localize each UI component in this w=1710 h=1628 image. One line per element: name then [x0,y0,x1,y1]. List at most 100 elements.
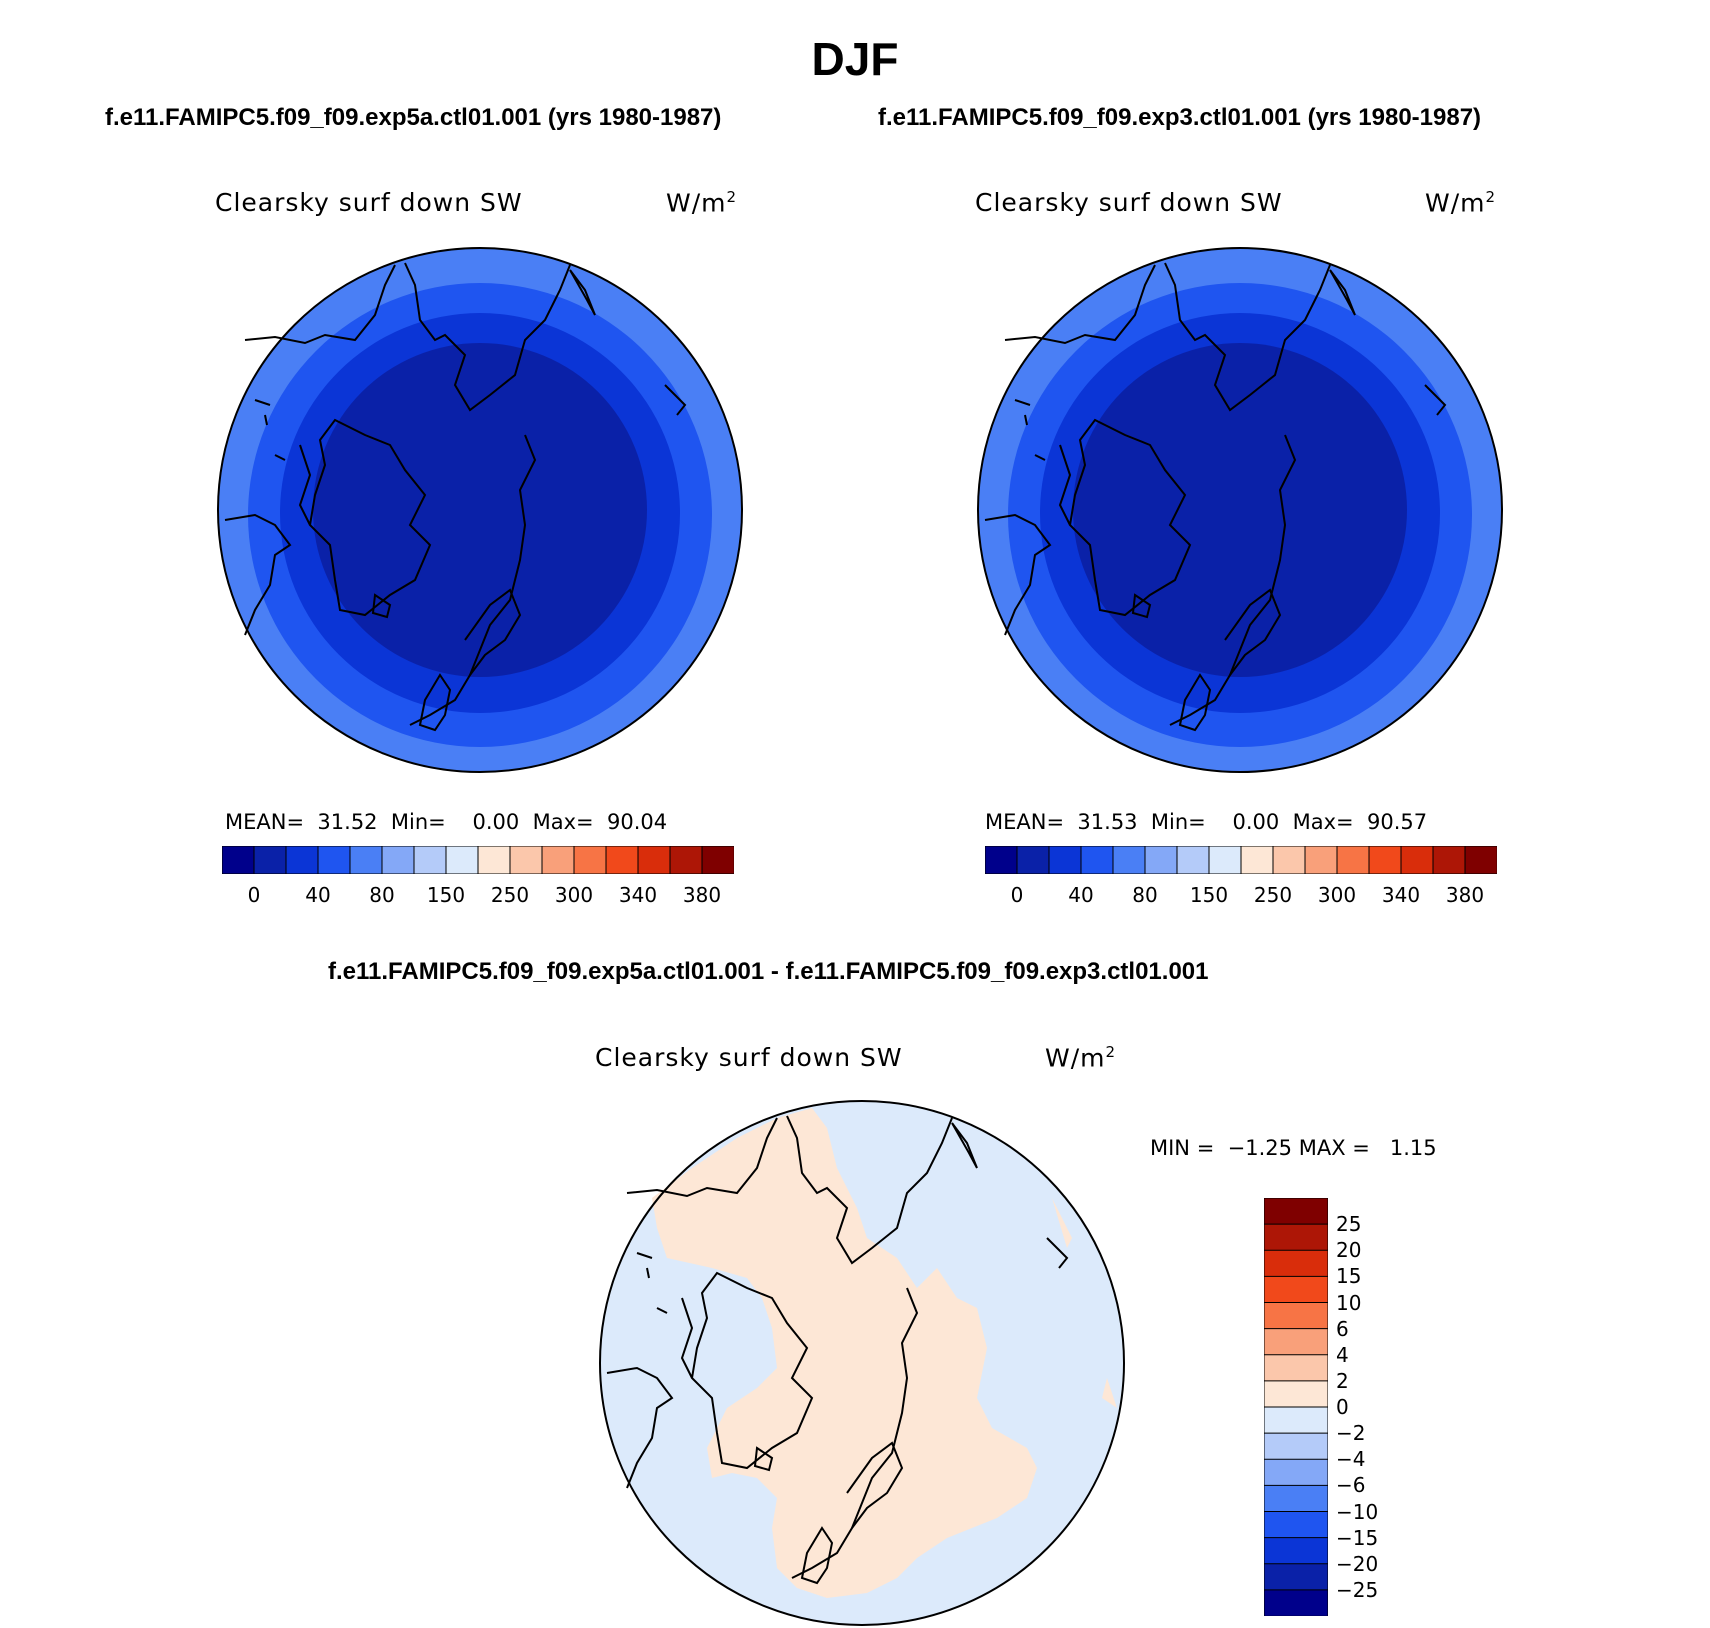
diff-colorbar-tick-label: 2 [1336,1368,1349,1393]
diff-units-text: W/m [1045,1043,1106,1073]
diff-colorbar-tick-label: 4 [1336,1342,1349,1367]
diff-colorbar-swatch [1264,1406,1328,1434]
diff-colorbar-swatch [1264,1249,1328,1278]
panel-2-colorbar-swatch [1272,846,1306,874]
panel-2-max-value: 90.57 [1366,810,1428,834]
diff-coastlines [606,1115,1069,1585]
panel-1-max-label: Max= [532,810,594,834]
panel-2-colorbar-tick-label: 380 [1445,883,1485,907]
case-a-subtitle: f.e11.FAMIPC5.f09_f09.exp5a.ctl01.001 (y… [105,104,722,131]
panel-2-colorbar-swatch [1080,846,1114,874]
panel-1-colorbar-tick-label: 340 [618,883,658,907]
panel-1-min-label: Min= [390,810,446,834]
panel-2-colorbar-swatch [1048,846,1082,874]
panel-1-colorbar-tick-label: 150 [426,883,466,907]
panel-1-colorbar-tick-label: 80 [369,883,395,907]
panel-1-colorbar-tick-label: 40 [305,883,331,907]
diff-colorbar-tick-label: 0 [1336,1395,1349,1419]
diff-colorbar-tick-label: 20 [1336,1238,1362,1263]
panel-2-colorbar-swatch [1304,846,1338,874]
diff-colorbar-tick-label: −25 [1336,1577,1379,1602]
panel-2-coastlines [984,262,1447,732]
panel-1-colorbar-swatch [381,846,415,874]
diff-colorbar-swatch [1264,1223,1328,1252]
panel-2-colorbar-swatch [1144,846,1178,874]
panel-1-colorbar-swatch [669,846,703,874]
panel-1-stats: MEAN= 31.52 Min= 0.00 Max= 90.04 [225,810,667,834]
panel-2-polar-map [977,247,1503,773]
panel-2-colorbar-tick-label: 80 [1132,883,1158,907]
diff-colorbar-swatch [1264,1589,1328,1616]
panel-2-colorbar-tick-label: 0 [1010,883,1024,907]
diff-polar-map [599,1100,1125,1626]
panel-2-colorbar-swatch [1336,846,1370,874]
panel-2-stats: MEAN= 31.53 Min= 0.00 Max= 90.57 [985,810,1427,834]
panel-1-colorbar-tick-label: 0 [247,883,261,907]
panel-2-colorbar [985,846,1497,874]
diff-min-value: −1.25 [1227,1136,1293,1160]
panel-1-colorbar-swatch [605,846,639,874]
diff-colorbar-swatch [1264,1275,1328,1304]
panel-1-units: W/m2 [666,188,737,217]
panel-2-mean-label: MEAN= [985,810,1065,834]
panel-2-colorbar-tick-label: 300 [1317,883,1357,907]
diff-colorbar-swatch [1264,1484,1328,1513]
panel-2-mean-value: 31.53 [1077,810,1138,834]
diff-colorbar-tick-label: 6 [1336,1316,1349,1341]
panel-1-colorbar-swatch [285,846,319,874]
diff-positive-rim [1052,1198,1117,1408]
panel-2-colorbar-swatch [985,846,1018,874]
panel-1-colorbar-swatch [637,846,671,874]
panel-2-boundary [977,247,1503,773]
panel-2-colorbar-swatch [1432,846,1466,874]
panel-1-variable: Clearsky surf down SW [215,188,523,217]
diff-colorbar-swatch [1264,1328,1328,1356]
panel-1-colorbar-swatch [541,846,575,874]
panel-1-units-text: W/m [666,188,727,218]
panel-2-max-label: Max= [1292,810,1354,834]
panel-2-min-value: 0.00 [1232,810,1280,834]
panel-1-colorbar-swatch [445,846,479,874]
panel-1-colorbar-tick-label: 300 [554,883,594,907]
diff-colorbar-swatch [1264,1380,1328,1408]
panel-2-colorbar-labels: 0 40 80 150 250 300 340 380 [985,883,1497,909]
diff-positive-region [652,1108,1037,1598]
panel-1-colorbar-swatch [413,846,447,874]
diff-max-value: 1.15 [1389,1136,1437,1160]
diff-colorbar-swatch [1264,1511,1328,1539]
panel-2-units: W/m2 [1425,188,1496,217]
panel-1-min-value: 0.00 [472,810,520,834]
panel-1-mean-label: MEAN= [225,810,305,834]
diff-colorbar-tick-label: −2 [1336,1421,1366,1446]
panel-1-colorbar-swatch [509,846,543,874]
diff-variable: Clearsky surf down SW [595,1043,903,1072]
panel-2-units-text: W/m [1425,188,1486,218]
panel-2-colorbar-tick-label: 40 [1068,883,1094,907]
panel-2-colorbar-swatch [1208,846,1242,874]
panel-2-colorbar-swatch [1400,846,1434,874]
panel-1-colorbar-swatch [477,846,511,874]
panel-2-colorbar-tick-label: 250 [1253,883,1293,907]
diff-colorbar-swatch [1264,1432,1328,1461]
panel-2-units-exponent: 2 [1485,188,1497,206]
diff-colorbar-tick-label: 10 [1336,1290,1362,1315]
diff-max-label: MAX = [1298,1136,1370,1160]
panel-1-units-exponent: 2 [726,188,738,206]
diff-colorbar-swatch [1264,1563,1328,1591]
panel-1-colorbar-swatch [253,846,287,874]
panel-1-boundary [217,247,743,773]
case-b-subtitle: f.e11.FAMIPC5.f09_f09.exp3.ctl01.001 (yr… [878,104,1482,131]
panel-1-mean-value: 31.52 [317,810,378,834]
diff-colorbar-tick-label: −6 [1336,1473,1366,1498]
panel-2-colorbar-swatch [1464,846,1497,874]
panel-1-colorbar-swatch [701,846,734,874]
diff-colorbar-swatch [1264,1198,1328,1225]
panel-1-max-value: 90.04 [606,810,668,834]
diff-subtitle: f.e11.FAMIPC5.f09_f09.exp5a.ctl01.001 - … [328,958,1209,985]
diff-min-label: MIN = [1150,1136,1215,1160]
diff-colorbar-swatch [1264,1537,1328,1565]
panel-1-core [313,343,647,677]
panel-1-colorbar-swatch [317,846,351,874]
panel-2-min-label: Min= [1150,810,1206,834]
panel-2-colorbar-tick-label: 150 [1189,883,1229,907]
